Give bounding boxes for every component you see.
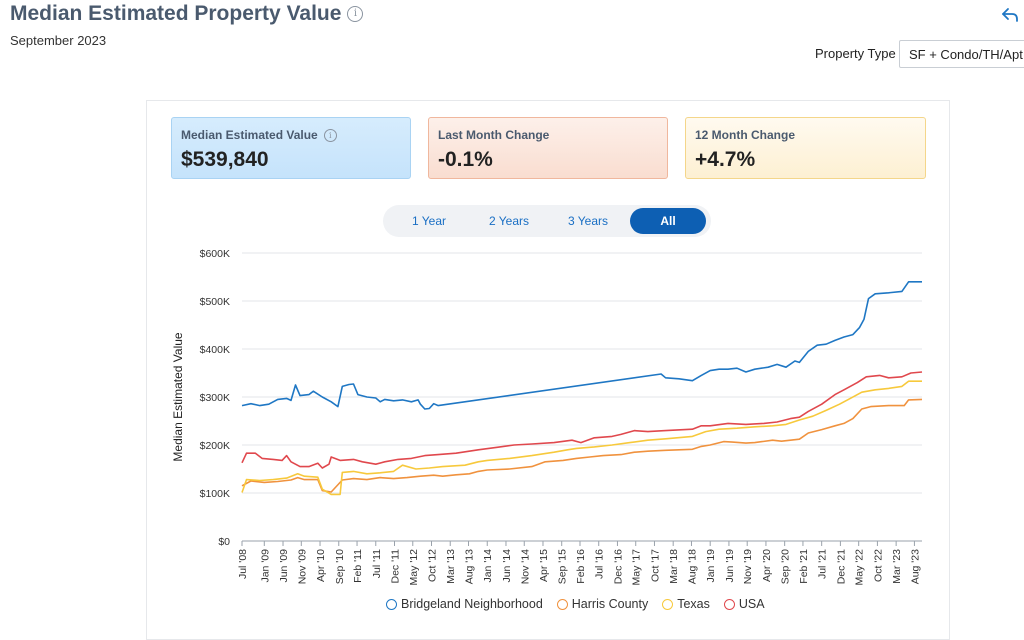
y-axis-label: Median Estimated Value: [171, 332, 185, 462]
legend-label: USA: [738, 597, 765, 611]
y-tick-label: $600K: [200, 248, 230, 260]
range-1-year-button[interactable]: 1 Year: [411, 214, 447, 228]
x-tick-label: Apr '10: [315, 549, 327, 582]
x-tick-label: Jul '11: [371, 549, 383, 578]
x-tick-label: Sep '15: [557, 549, 569, 584]
card-value: $539,840: [181, 148, 269, 171]
chart-legend: Bridgeland Neighborhood Harris County Texa…: [386, 597, 765, 611]
x-tick-label: Dec '11: [389, 549, 401, 584]
x-tick-label: May '22: [854, 549, 866, 586]
range-all-button[interactable]: All: [630, 208, 706, 234]
x-tick-label: Aug '23: [909, 549, 921, 584]
card-label: Last Month Change: [438, 128, 550, 142]
legend-label: Texas: [677, 597, 710, 611]
share-icon[interactable]: [1000, 5, 1020, 25]
series-line-texas: [241, 380, 922, 496]
time-range-selector: 1 Year 2 Years 3 Years All: [383, 205, 711, 237]
x-tick-label: Mar '13: [445, 549, 457, 584]
x-tick-label: Dec '21: [835, 549, 847, 584]
x-tick-label: Feb '16: [575, 549, 587, 584]
x-tick-label: Sep '20: [780, 549, 792, 584]
x-tick-label: Mar '18: [668, 549, 680, 584]
property-type-label: Property Type: [815, 46, 896, 61]
x-tick-label: Jun '14: [501, 549, 513, 583]
legend-marker-icon: [556, 598, 568, 610]
x-tick-label: Aug '18: [686, 549, 698, 584]
x-tick-label: Dec '16: [612, 549, 624, 584]
x-tick-label: Nov '09: [296, 549, 308, 584]
info-icon[interactable]: i: [347, 6, 364, 22]
y-tick-label: $100K: [200, 488, 230, 500]
chart-panel: [146, 100, 950, 640]
x-tick-label: May '17: [631, 549, 643, 586]
x-tick-label: Jan '09: [259, 549, 271, 583]
x-tick-label: Mar '23: [891, 549, 903, 584]
x-tick-label: Jul '21: [817, 549, 829, 579]
x-tick-label: Oct '22: [872, 549, 884, 582]
legend-item[interactable]: Bridgeland Neighborhood: [386, 597, 543, 611]
x-tick-label: Jul '08: [237, 549, 249, 579]
series-line-harris-county: [241, 398, 923, 493]
x-tick-label: Sep '10: [334, 549, 346, 584]
y-tick-label: $500K: [200, 296, 230, 308]
y-tick-label: $300K: [200, 392, 230, 404]
x-tick-label: Oct '17: [649, 549, 661, 582]
legend-label: Harris County: [571, 597, 649, 611]
x-tick-label: Feb '11: [352, 549, 364, 583]
legend-item[interactable]: Harris County: [556, 597, 649, 611]
x-tick-label: Apr '15: [538, 549, 550, 582]
series-line-usa: [241, 371, 923, 469]
card-label: Median Estimated Value: [181, 128, 318, 142]
x-tick-label: Jan '14: [482, 549, 494, 583]
page-subtitle: September 2023: [10, 33, 107, 48]
y-tick-label: $400K: [200, 344, 230, 356]
legend-marker-icon: [662, 598, 674, 610]
card-label: 12 Month Change: [695, 128, 796, 142]
x-tick-label: Jun '09: [278, 549, 290, 583]
x-tick-label: Nov '14: [519, 549, 531, 584]
y-tick-label: $200K: [200, 440, 230, 452]
series-line-bridgeland-neighborhood: [241, 281, 922, 410]
property-type-select[interactable]: SF + Condo/TH/Apt: [899, 40, 1024, 68]
x-tick-label: Apr '20: [761, 549, 773, 582]
x-tick-label: Jul '16: [594, 549, 606, 579]
x-tick-label: Jun '19: [724, 549, 736, 583]
x-tick-label: May '12: [408, 549, 420, 586]
page-title-text: Median Estimated Property Value: [10, 2, 342, 25]
card-value: +4.7%: [695, 148, 756, 171]
page-title: Median Estimated Property Value i: [10, 2, 364, 26]
x-tick-label: Oct '12: [427, 549, 439, 582]
range-3-years-button[interactable]: 3 Years: [567, 214, 609, 228]
legend-item[interactable]: USA: [723, 597, 765, 611]
legend-marker-icon: [386, 598, 397, 610]
legend-item[interactable]: Texas: [662, 597, 710, 611]
legend-marker-icon: [723, 598, 735, 610]
x-tick-label: Jan '19: [705, 549, 717, 583]
last-month-change-card: Last Month Change -0.1%: [428, 117, 668, 179]
info-icon[interactable]: i: [323, 128, 337, 142]
median-value-card: Median Estimated Value i $539,840: [171, 117, 411, 179]
twelve-month-change-card: 12 Month Change +4.7%: [685, 117, 926, 179]
x-tick-label: Nov '19: [742, 549, 754, 584]
x-tick-label: Feb '21: [798, 549, 810, 584]
range-2-years-button[interactable]: 2 Years: [488, 214, 530, 228]
card-value: -0.1%: [438, 148, 493, 171]
x-tick-label: Aug '13: [464, 549, 476, 584]
legend-label: Bridgeland Neighborhood: [401, 597, 543, 611]
y-tick-label: $0: [218, 536, 230, 548]
